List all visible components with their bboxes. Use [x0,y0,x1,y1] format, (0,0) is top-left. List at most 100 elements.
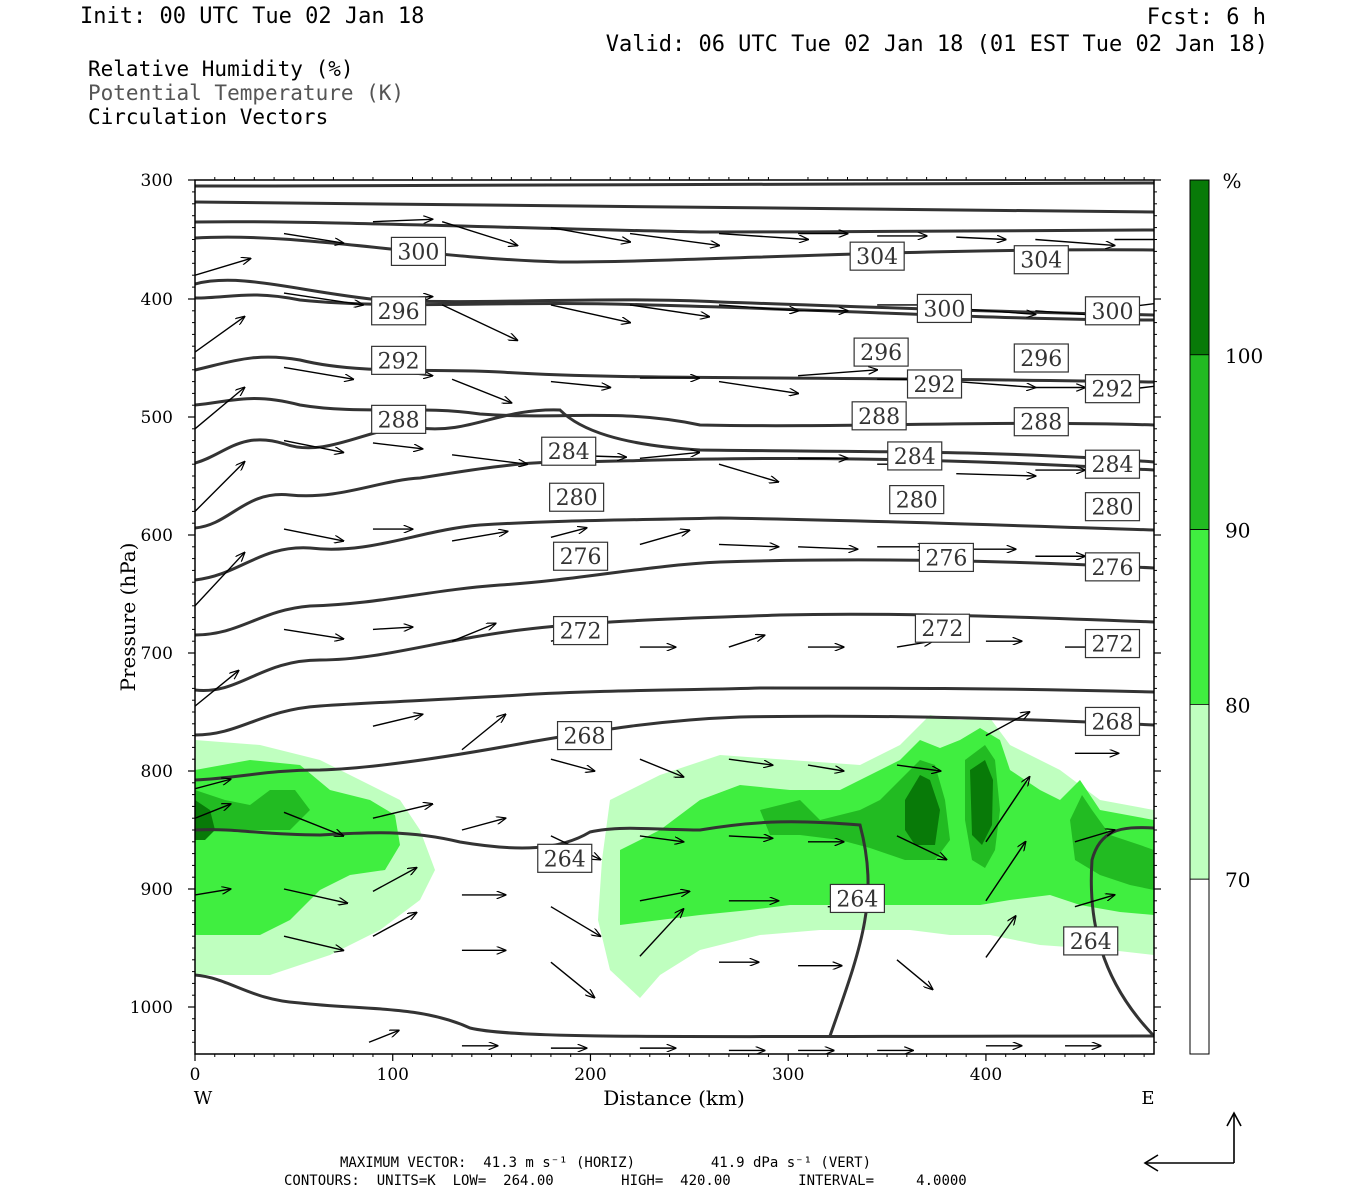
x-axis-east-label: E [1141,1088,1154,1109]
x-axis-label: Distance (km) [603,1086,745,1110]
y-tick-label: 500 [141,408,173,428]
init-time-label: Init: 00 UTC Tue 02 Jan 18 [80,4,425,29]
theta-label-box [552,615,609,646]
theta-label-box [853,337,909,367]
wind-vector [195,779,231,790]
theta-contour-line [195,973,1154,1039]
colorbar-level-label: 100 [1225,344,1263,368]
legend-rh: Relative Humidity (%) [88,57,354,81]
theta-label-box [390,236,447,266]
theta-label: 300 [1084,296,1141,326]
theta-label-text: 284 [894,445,936,470]
y-tick-label: 300 [141,171,173,191]
wind-vector [372,804,432,819]
wind-vector [283,628,343,638]
wind-vector [896,764,941,771]
theta-label-text: 268 [564,725,606,750]
y-axis: 300 400 500 600 700 800 900 1000 [130,171,1161,1043]
theta-label: 292 [906,369,963,399]
wind-vector [896,835,946,860]
wind-vector [451,624,496,642]
theta-label: 284 [887,441,943,471]
wind-vector [372,868,417,892]
theta-label: 304 [1013,245,1069,275]
wind-vector [550,304,630,323]
theta-label-text: 288 [378,408,420,433]
wind-vector [451,531,507,542]
theta-label: 288 [1013,407,1069,437]
theta-labels: 300 304 304 296 300 300 292 296 296 292 292 288 288 2… [371,236,1141,956]
theta-label-box [541,436,597,466]
wind-vector [451,378,511,403]
wind-vector [195,553,244,607]
theta-label-box [371,404,427,434]
wind-vector [985,916,1016,958]
wind-vector [718,304,798,311]
colorbar-frame [1189,179,1210,1055]
wind-vector [283,528,343,541]
colorbar-level-label: 80 [1225,693,1250,717]
theta-label: 284 [1084,449,1141,479]
wind-vector [718,463,778,482]
theta-label-box [556,720,613,751]
wind-vector [195,388,244,430]
valid-time-label: Valid: 06 UTC Tue 02 Jan 18 (01 EST Tue … [605,32,1268,57]
theta-label-text: 300 [397,240,439,265]
wind-vector [550,528,587,539]
theta-lines [195,181,1154,1039]
colorbar-level-label: 70 [1225,868,1250,892]
wind-vector [639,909,684,957]
theta-label: 264 [829,883,886,914]
rh-90-region-west [195,790,310,830]
theta-label: 304 [849,241,905,271]
theta-label: 276 [552,541,609,571]
theta-label: 300 [390,236,447,266]
theta-label-box [851,401,907,431]
wind-vector [718,380,798,394]
theta-label-box [889,485,945,515]
theta-label-box [549,482,605,512]
y-axis-label: Pressure (hPa) [116,543,140,692]
wind-vector [461,818,506,831]
wind-vector [283,292,363,305]
wind-vector [728,758,773,765]
theta-label-box [1013,245,1069,275]
reference-vector-icon [1143,1111,1242,1172]
theta-label-box [371,296,427,326]
theta-label-text: 288 [1020,411,1062,436]
circulation-vectors [195,219,1154,1050]
y-tick-label: 700 [141,644,173,664]
theta-label-text: 304 [856,245,898,270]
wind-vector [195,317,244,353]
theta-label: 272 [552,615,609,646]
theta-label-box [1084,492,1141,522]
wind-vector [550,758,595,771]
wind-vector [195,804,231,819]
theta-label: 280 [549,482,605,512]
wind-vector [639,530,689,546]
rh-90-region-east [760,760,950,860]
theta-contour-line [195,278,1154,317]
wind-vector [195,259,250,276]
max-vector-label: MAXIMUM VECTOR: 41.3 m s⁻¹ (HORIZ) 41.9 … [340,1155,872,1171]
theta-label-text: 304 [1020,249,1062,274]
wind-vector [283,366,353,379]
wind-vector [372,627,413,629]
theta-label: 276 [918,542,974,573]
theta-label: 300 [916,293,973,324]
wind-vector [798,370,877,377]
theta-label-text: 272 [921,617,963,642]
field-legend: Relative Humidity (%) Potential Temperat… [88,57,404,129]
theta-label-box [849,241,905,271]
theta-label-box [371,345,427,375]
theta-label-text: 276 [560,545,602,570]
theta-contour-line [195,612,1154,692]
x-tick-label: 300 [772,1065,804,1085]
colorbar-segment [1189,354,1210,530]
colorbar-segment [1189,704,1210,880]
theta-label-box [918,542,974,573]
theta-label-text: 276 [925,546,967,571]
theta-label-box [906,369,963,399]
theta-contour-line [195,686,1154,737]
wind-vector [956,380,1035,388]
